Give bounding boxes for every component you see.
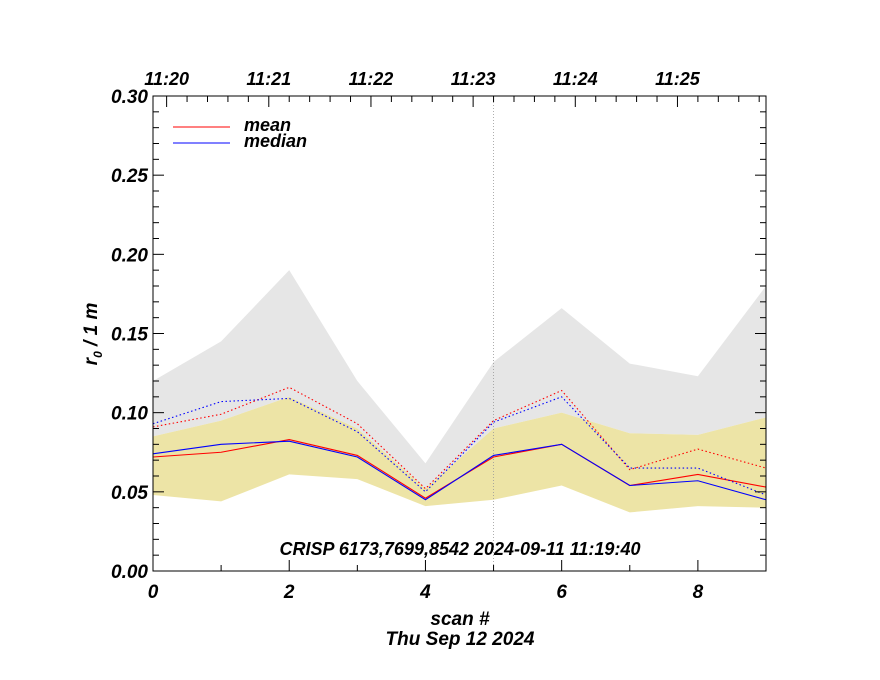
top-time-label: 11:23 — [451, 69, 496, 89]
y-tick-label: 0.05 — [111, 483, 148, 504]
band-1 — [153, 270, 766, 489]
y-tick-label: 0.10 — [111, 404, 148, 425]
legend: mean median — [173, 115, 307, 151]
legend-label-median: median — [244, 131, 307, 151]
chart-annotation: CRISP 6173,7699,8542 2024-09-11 11:19:40 — [280, 539, 641, 559]
axis-ticks — [152, 95, 767, 572]
series-line-4-dotted — [152, 396, 767, 496]
y-tick-label: 0.20 — [111, 245, 148, 266]
legend-label-mean: mean — [244, 115, 291, 135]
y-tick-label: 0.15 — [111, 325, 148, 346]
y-axis-label-main: r — [81, 356, 102, 365]
x-axis-label: scan # — [430, 609, 490, 630]
top-time-label: 11:22 — [349, 69, 394, 89]
y-axis-label: r0 / 1 m — [81, 303, 105, 366]
x-tick-label: 0 — [148, 582, 159, 603]
top-time-label: 11:20 — [144, 69, 189, 89]
y-tick-label: 0.30 — [111, 87, 148, 108]
y-axis-label-subscript: 0 — [91, 351, 105, 358]
band-2 — [153, 396, 766, 513]
top-time-label: 11:21 — [246, 69, 291, 89]
y-tick-label: 0.25 — [111, 166, 148, 187]
distribution-bands — [153, 270, 766, 513]
y-axis-label-units: / 1 m — [81, 303, 102, 352]
series-line-2-solid — [152, 440, 767, 501]
x-tick-label: 2 — [283, 582, 295, 603]
x-tick-label: 4 — [419, 582, 431, 603]
x-tick-label: 8 — [693, 582, 704, 603]
x-tick-label: 6 — [556, 582, 567, 603]
data-series — [152, 386, 767, 501]
top-time-label: 11:24 — [553, 69, 598, 89]
date-label: Thu Sep 12 2024 — [386, 629, 535, 650]
series-line-3-dotted — [152, 386, 767, 490]
y-tick-label: 0.00 — [111, 562, 148, 583]
top-time-label: 11:25 — [655, 69, 701, 89]
